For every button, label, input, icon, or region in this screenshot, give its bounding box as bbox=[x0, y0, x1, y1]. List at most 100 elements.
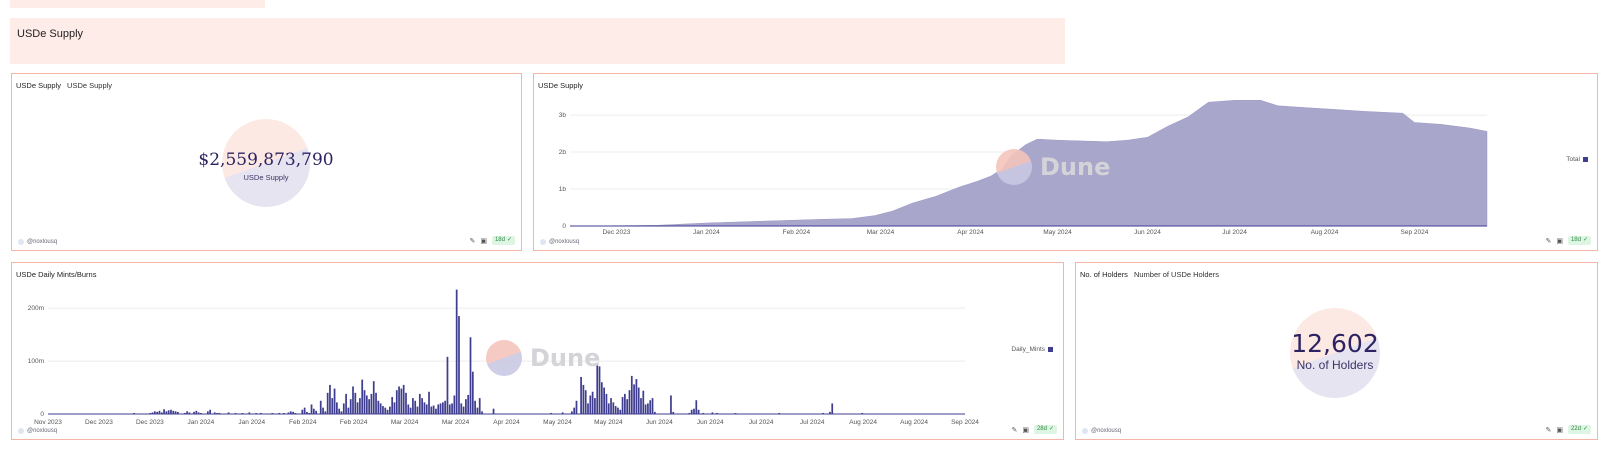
pencil-icon[interactable]: ✎ bbox=[1545, 237, 1552, 245]
bar bbox=[492, 408, 495, 414]
bar bbox=[163, 409, 165, 414]
x-tick-label: Dec 2023 bbox=[136, 419, 164, 426]
bar bbox=[234, 412, 237, 414]
legend-item[interactable]: Total bbox=[1566, 156, 1588, 163]
pencil-icon[interactable]: ✎ bbox=[469, 237, 476, 245]
bar bbox=[478, 398, 481, 415]
bar bbox=[359, 398, 361, 415]
bar bbox=[195, 410, 198, 414]
bar bbox=[471, 371, 474, 414]
camera-icon[interactable]: ▣ bbox=[480, 237, 487, 245]
bar bbox=[610, 398, 612, 415]
y-tick-label: 2b bbox=[559, 149, 567, 156]
card-title: USDe Supply USDe Supply bbox=[16, 81, 112, 90]
bar bbox=[310, 404, 313, 414]
bar bbox=[637, 387, 640, 414]
author[interactable]: @noxlousq bbox=[1082, 428, 1121, 434]
bar bbox=[644, 404, 647, 414]
bar bbox=[206, 411, 209, 414]
counter-circle bbox=[1290, 308, 1380, 398]
camera-icon[interactable]: ▣ bbox=[1556, 426, 1563, 434]
bar bbox=[292, 411, 294, 414]
card-title-text: USDe Supply bbox=[16, 81, 62, 90]
bar bbox=[384, 407, 387, 414]
author[interactable]: @noxlousq bbox=[18, 239, 57, 245]
author-handle: @noxlousq bbox=[27, 428, 58, 434]
bar bbox=[428, 391, 430, 414]
bar bbox=[626, 399, 629, 414]
counter-circle bbox=[222, 119, 310, 207]
y-tick-label: 0 bbox=[562, 223, 566, 230]
bar bbox=[345, 393, 347, 414]
bar bbox=[248, 412, 251, 414]
bar bbox=[670, 395, 672, 414]
bar bbox=[340, 411, 343, 414]
bar bbox=[425, 404, 428, 414]
bar bbox=[372, 381, 375, 414]
bar bbox=[448, 404, 451, 414]
counter-label: USDe Supply bbox=[243, 173, 289, 182]
legend-label: Total bbox=[1566, 156, 1580, 163]
x-tick-label: Mar 2024 bbox=[867, 229, 895, 236]
camera-icon[interactable]: ▣ bbox=[1556, 237, 1563, 245]
x-tick-label: Mar 2024 bbox=[391, 419, 419, 426]
bar bbox=[322, 407, 324, 414]
check-circle-icon: ✓ bbox=[1582, 237, 1588, 243]
bar bbox=[133, 412, 135, 414]
bar bbox=[446, 356, 449, 414]
bar bbox=[455, 289, 458, 414]
bar bbox=[575, 400, 578, 414]
mints-chart-card[interactable]: USDe Daily Mints/Burns 0 100m 200m Nov 2023… bbox=[11, 262, 1064, 440]
bar bbox=[423, 402, 426, 414]
bar bbox=[437, 404, 440, 414]
bar bbox=[435, 408, 437, 414]
bar bbox=[227, 412, 230, 414]
bar bbox=[400, 388, 403, 414]
freshness-text: 18d bbox=[494, 237, 505, 243]
x-tick-label: Jul 2024 bbox=[800, 419, 825, 426]
supply-counter-card[interactable]: USDe Supply USDe Supply $2,559,873,790 US… bbox=[11, 73, 522, 251]
bar bbox=[402, 384, 405, 414]
bar bbox=[312, 408, 315, 414]
card-title: No. of Holders Number of USDe Holders bbox=[1080, 270, 1219, 279]
bar bbox=[158, 410, 161, 414]
bar bbox=[213, 412, 216, 414]
bar bbox=[301, 409, 304, 414]
bar bbox=[188, 412, 191, 414]
counter-label: No. of Holders bbox=[1296, 358, 1374, 372]
author[interactable]: @noxlousq bbox=[18, 428, 57, 434]
freshness-badge: 18d ✓ bbox=[491, 236, 515, 245]
avatar bbox=[1082, 428, 1088, 434]
bar bbox=[697, 409, 700, 414]
bar bbox=[186, 411, 188, 414]
bar bbox=[329, 384, 331, 414]
x-tick-label: Jun 2024 bbox=[697, 419, 724, 426]
author[interactable]: @noxlousq bbox=[540, 239, 579, 245]
supply-chart-card[interactable]: USDe Supply 0 1b 2b 3b Dec 2023 Jan 2024 Feb 2… bbox=[533, 73, 1598, 251]
bar bbox=[278, 412, 281, 414]
pencil-icon[interactable]: ✎ bbox=[1011, 426, 1018, 434]
pencil-icon[interactable]: ✎ bbox=[1545, 426, 1552, 434]
x-tick-label: Jun 2024 bbox=[646, 419, 673, 426]
x-tick-label: Jan 2024 bbox=[238, 419, 265, 426]
x-tick-label: Jun 2024 bbox=[1134, 229, 1161, 236]
camera-icon[interactable]: ▣ bbox=[1022, 426, 1029, 434]
freshness-badge: 18d ✓ bbox=[1567, 236, 1591, 245]
bar bbox=[430, 406, 433, 414]
bar bbox=[421, 398, 423, 415]
card-footer-actions: ✎ ▣ 28d ✓ bbox=[1011, 425, 1057, 434]
bar bbox=[716, 412, 718, 414]
bar bbox=[614, 406, 617, 414]
bar bbox=[672, 411, 675, 414]
bar bbox=[861, 412, 864, 414]
bar bbox=[287, 412, 290, 414]
bar bbox=[388, 406, 391, 414]
bar bbox=[356, 402, 359, 414]
bar bbox=[651, 398, 654, 415]
holders-counter-card[interactable]: No. of Holders Number of USDe Holders 12,… bbox=[1075, 262, 1598, 440]
bar bbox=[642, 390, 645, 414]
y-tick-label: 1b bbox=[559, 186, 567, 193]
x-tick-label: May 2024 bbox=[1043, 229, 1072, 236]
legend-item[interactable]: Daily_Mints bbox=[1011, 346, 1053, 353]
section-header: USDe Supply bbox=[10, 18, 1065, 64]
